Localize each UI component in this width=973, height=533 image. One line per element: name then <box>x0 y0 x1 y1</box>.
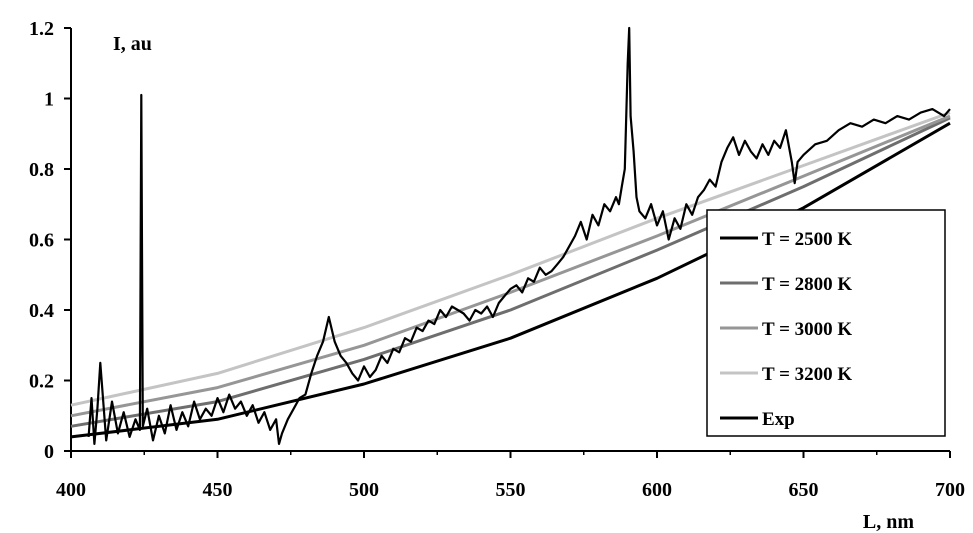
legend-box <box>706 209 946 437</box>
series-line-2 <box>70 114 951 418</box>
series-line-1 <box>70 116 951 428</box>
x-tick-label: 650 <box>789 479 819 501</box>
x-tick-label: 600 <box>642 479 672 501</box>
legend-label: T = 3200 K <box>762 364 852 385</box>
legend-label: T = 3000 K <box>762 319 852 340</box>
legend-label: T = 2800 K <box>762 274 852 295</box>
legend-label: T = 2500 K <box>762 229 852 250</box>
x-tick-label: 500 <box>349 479 379 501</box>
y-tick-label: 1 <box>44 89 54 111</box>
legend-label: Exp <box>762 409 795 430</box>
legend: T = 2500 K T = 2800 K T = 3000 K T = 3200 K… <box>706 209 946 437</box>
series-layer <box>70 26 951 445</box>
x-tick-label: 400 <box>56 479 86 501</box>
series-line-4 <box>87 26 951 445</box>
y-tick-label: 0.8 <box>29 159 54 181</box>
series-line-0 <box>70 121 951 439</box>
y-tick-label: 0.6 <box>29 230 54 252</box>
series-line-3 <box>70 111 951 407</box>
x-tick-label: 550 <box>496 479 526 501</box>
x-tick-label: 700 <box>935 479 965 501</box>
x-tick-label: 450 <box>203 479 233 501</box>
y-tick-label: 0.4 <box>29 300 54 322</box>
x-axis-label: L, nm <box>863 511 914 533</box>
ticks: 400 450 500 550 600 650 700 0 0.2 0.4 0.6 0.8 1 1.2 <box>29 18 965 501</box>
y-tick-label: 1.2 <box>29 18 54 40</box>
y-axis-label: I, au <box>113 33 152 55</box>
y-tick-label: 0.2 <box>29 371 54 393</box>
y-tick-label: 0 <box>44 441 54 463</box>
